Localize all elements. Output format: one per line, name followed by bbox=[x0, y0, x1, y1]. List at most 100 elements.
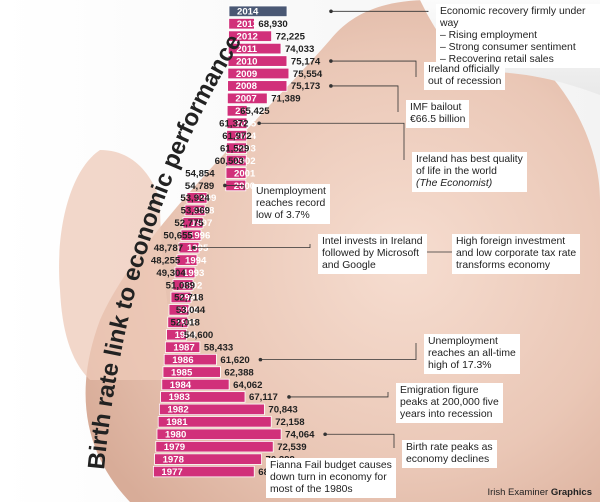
bar-1990 bbox=[168, 304, 190, 316]
year-label-2004: 2004 bbox=[235, 131, 257, 142]
value-label-1987: 58,433 bbox=[204, 342, 233, 353]
year-label-2002: 2002 bbox=[234, 156, 255, 167]
value-label-1995: 48,787 bbox=[154, 243, 183, 254]
year-label-1991: 1991 bbox=[179, 293, 201, 304]
value-label-2005: 61,372 bbox=[219, 119, 248, 130]
annotation-line: transforms economy bbox=[456, 260, 551, 271]
bar-1986 bbox=[163, 353, 217, 366]
value-label-2001: 54,854 bbox=[185, 168, 215, 179]
value-label-2003: 61,529 bbox=[220, 143, 249, 154]
bar-1981 bbox=[157, 416, 272, 428]
bar-1984 bbox=[161, 378, 230, 391]
bar-1985 bbox=[162, 366, 221, 378]
year-label-1997: 1997 bbox=[191, 218, 212, 229]
connector-dot-a1983 bbox=[287, 395, 291, 399]
bar-1987 bbox=[164, 341, 201, 353]
value-label-1980: 74,064 bbox=[285, 430, 315, 441]
year-label-1984: 1984 bbox=[170, 380, 192, 391]
year-label-1994: 1994 bbox=[185, 255, 207, 266]
bar-1978 bbox=[154, 453, 262, 465]
bar-2012 bbox=[228, 30, 272, 42]
year-label-1983: 1983 bbox=[169, 392, 190, 403]
connector-a2010 bbox=[330, 60, 417, 77]
bar-2004 bbox=[226, 129, 248, 142]
annotation-a1995: Intel invests in Ireland followed by Micr… bbox=[318, 234, 427, 274]
value-label-2006: 65,425 bbox=[240, 106, 270, 117]
value-label-1989: 52,018 bbox=[170, 318, 200, 329]
value-label-2009: 75,554 bbox=[293, 69, 323, 80]
annotation-line: Fianna Fail budget causes bbox=[270, 460, 392, 471]
year-label-2008: 2008 bbox=[236, 81, 258, 92]
annotation-a2005: Ireland has best quality of life in the w… bbox=[412, 152, 527, 192]
year-label-1995: 1995 bbox=[187, 243, 209, 254]
connector-a2000 bbox=[224, 185, 245, 190]
annotation-line: Unemployment bbox=[428, 336, 498, 347]
year-label-2006: 2006 bbox=[235, 106, 256, 117]
value-label-2007: 71,389 bbox=[271, 94, 300, 105]
year-label-1980: 1980 bbox=[165, 430, 186, 441]
connector-a1986 bbox=[260, 343, 417, 361]
bar-1999 bbox=[186, 192, 208, 204]
year-label-2007: 2007 bbox=[235, 94, 256, 105]
bar-1997 bbox=[182, 217, 204, 229]
bar-2011 bbox=[227, 42, 282, 55]
value-label-2011: 74,033 bbox=[285, 44, 314, 55]
credit-source: Irish Examiner bbox=[487, 487, 549, 498]
value-label-1991: 52,718 bbox=[174, 293, 204, 304]
year-label-2000: 2000 bbox=[234, 181, 255, 192]
annotation-a2008: IMF bailout €66.5 billion bbox=[406, 100, 470, 128]
value-label-1990: 53,044 bbox=[176, 305, 206, 316]
annotation-line: (The Economist) bbox=[416, 178, 493, 189]
year-label-1986: 1986 bbox=[172, 355, 193, 366]
bar-1989 bbox=[167, 316, 189, 329]
value-label-1984: 64,062 bbox=[233, 380, 262, 391]
value-label-1994: 48,255 bbox=[151, 255, 181, 266]
value-label-1988: 54,600 bbox=[184, 330, 213, 341]
bar-2013 bbox=[228, 18, 255, 30]
year-label-1977: 1977 bbox=[161, 467, 182, 478]
year-label-2001: 2001 bbox=[234, 168, 256, 179]
year-label-2005: 2005 bbox=[235, 119, 257, 130]
value-label-2013: 68,930 bbox=[258, 19, 287, 30]
bar-2014 bbox=[228, 5, 288, 18]
annotation-line: down turn in economy for bbox=[270, 472, 387, 483]
value-label-2012: 72,225 bbox=[276, 31, 306, 42]
bar-1996 bbox=[180, 229, 202, 241]
bar-1994 bbox=[176, 254, 198, 266]
annotation-line: out of recession bbox=[428, 76, 502, 87]
value-label-1998: 53,969 bbox=[181, 206, 210, 217]
connector-dot-a2010 bbox=[329, 59, 333, 63]
bar-2003 bbox=[226, 142, 247, 154]
year-label-1999: 1999 bbox=[195, 193, 216, 204]
year-label-2003: 2003 bbox=[234, 143, 255, 154]
value-label-1992: 51,089 bbox=[166, 280, 195, 291]
annotation-a1977: Fianna Fail budget causes down turn in ec… bbox=[266, 458, 396, 498]
bar-2006 bbox=[226, 105, 248, 117]
annotation-line: High foreign investment bbox=[456, 236, 566, 247]
annotation-line: and Google bbox=[322, 260, 376, 271]
connector-dot-a2005 bbox=[257, 121, 261, 126]
value-label-2004: 61,972 bbox=[222, 131, 251, 142]
annotation-line: Ireland officially bbox=[428, 64, 500, 75]
connector-a1995 bbox=[193, 244, 311, 249]
value-label-2000: 54,789 bbox=[185, 181, 214, 192]
year-label-1987: 1987 bbox=[173, 342, 194, 353]
connector-dot-a2008 bbox=[329, 84, 333, 88]
annotation-a2000: Unemployment reaches record low of 3.7% bbox=[252, 184, 330, 224]
value-label-1997: 52,775 bbox=[174, 218, 204, 229]
year-label-1989: 1989 bbox=[176, 318, 197, 329]
annotation-line: – Recovering retail sales bbox=[440, 54, 554, 65]
value-label-2008: 75,173 bbox=[291, 81, 320, 92]
year-label-1993: 1993 bbox=[183, 268, 204, 279]
bar-1979 bbox=[155, 440, 274, 453]
bar-1982 bbox=[158, 403, 265, 416]
year-label-1988: 1988 bbox=[175, 330, 197, 341]
value-label-1986: 61,620 bbox=[220, 355, 249, 366]
connector-dot-a2000 bbox=[223, 183, 227, 188]
connector-a1980 bbox=[325, 433, 395, 448]
value-label-2010: 75,174 bbox=[291, 56, 321, 67]
year-label-2012: 2012 bbox=[237, 31, 258, 42]
value-label-2002: 60,503 bbox=[215, 156, 244, 167]
bar-1980 bbox=[156, 428, 282, 440]
year-label-2011: 2011 bbox=[236, 44, 257, 55]
